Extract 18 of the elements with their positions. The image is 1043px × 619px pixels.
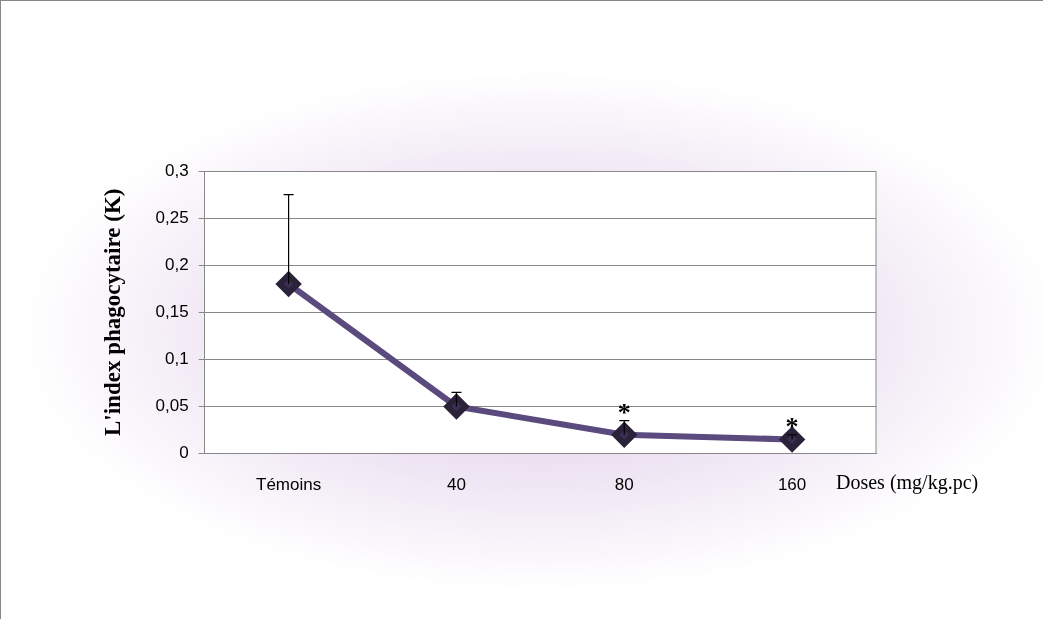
y-tick-label: 0,1 [165, 349, 189, 369]
y-tick-label: 0,25 [155, 207, 189, 227]
x-axis-title: Doses (mg/kg.pc) [836, 470, 979, 494]
annotation: * [617, 398, 631, 428]
y-tick-label: 0 [179, 443, 189, 463]
point [444, 394, 469, 419]
x-tick-label: 160 [777, 475, 807, 495]
point [612, 422, 637, 447]
y-axis-title: L'index phagocytaire (K) [99, 188, 125, 437]
x-tick-label: Témoins [256, 475, 322, 495]
y-tick-label: 0,15 [155, 301, 189, 321]
point [276, 272, 301, 297]
y-tick-label: 0,3 [165, 160, 189, 180]
y-tick-label: 0,2 [165, 254, 189, 274]
x-tick-label: 40 [446, 475, 466, 495]
x-tick-label: 80 [614, 475, 634, 495]
y-tick-label: 0,05 [155, 396, 189, 416]
annotation: * [785, 412, 799, 442]
